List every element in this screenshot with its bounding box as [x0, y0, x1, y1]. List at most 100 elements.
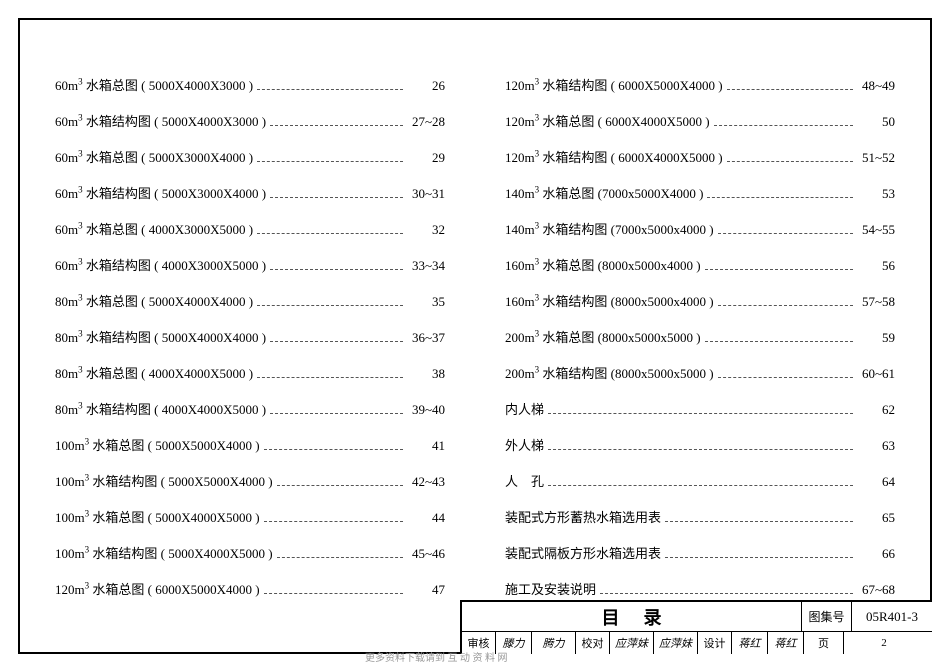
- toc-page: 27~28: [407, 114, 445, 130]
- toc-page: 51~52: [857, 150, 895, 166]
- toc-page: 54~55: [857, 222, 895, 238]
- toc-label: 200m3 水箱结构图 (8000x5000x5000 ): [505, 363, 714, 382]
- title-block: 目录 图集号 05R401-3 审核 滕力 腾力 校对 应萍妹 应萍妹 设计 蒋…: [460, 600, 932, 654]
- drawing-code: 05R401-3: [852, 602, 932, 631]
- toc-row: 120m3 水箱总图 ( 6000X5000X4000 ) 47: [55, 579, 445, 596]
- toc-label: 160m3 水箱总图 (8000x5000x4000 ): [505, 255, 701, 274]
- toc-label: 外人梯: [505, 435, 544, 454]
- design-name: 蒋红: [732, 632, 768, 654]
- toc-page: 57~58: [857, 294, 895, 310]
- toc-leader: [277, 548, 403, 558]
- toc-leader: [665, 548, 853, 558]
- check-signature: 应萍妹: [654, 632, 698, 654]
- toc-page: 41: [407, 438, 445, 454]
- design-label: 设计: [698, 632, 732, 654]
- toc-label: 140m3 水箱总图 (7000x5000X4000 ): [505, 183, 703, 202]
- toc-page: 63: [857, 438, 895, 454]
- toc-row: 80m3 水箱结构图 ( 5000X4000X4000 ) 36~37: [55, 327, 445, 344]
- toc-row: 装配式隔板方形水箱选用表66: [505, 543, 895, 560]
- toc-label: 100m3 水箱结构图 ( 5000X4000X5000 ): [55, 543, 273, 562]
- review-signature: 腾力: [532, 632, 576, 654]
- toc-label: 60m3 水箱结构图 ( 4000X3000X5000 ): [55, 255, 266, 274]
- toc-row: 外人梯 63: [505, 435, 895, 452]
- toc-row: 160m3 水箱总图 (8000x5000x4000 ) 56: [505, 255, 895, 272]
- toc-column-right: 120m3 水箱结构图 ( 6000X5000X4000 ) 48~49 120m3…: [505, 75, 895, 592]
- toc-row: 200m3 水箱总图 (8000x5000x5000 ) 59: [505, 327, 895, 344]
- toc-page: 56: [857, 258, 895, 274]
- toc-row: 人 孔64: [505, 471, 895, 488]
- toc-row: 100m3 水箱总图 ( 5000X5000X4000 ) 41: [55, 435, 445, 452]
- toc-page: 29: [407, 150, 445, 166]
- toc-leader: [665, 512, 853, 522]
- toc-page: 59: [857, 330, 895, 346]
- watermark: 更多资料下载请到 互 动 资 料 网: [365, 649, 508, 664]
- toc-leader: [727, 152, 853, 162]
- toc-leader: [264, 512, 403, 522]
- toc-label: 60m3 水箱结构图 ( 5000X4000X3000 ): [55, 111, 266, 130]
- toc-page: 62: [857, 402, 895, 418]
- page-number: 2: [844, 632, 924, 654]
- toc-label: 200m3 水箱总图 (8000x5000x5000 ): [505, 327, 701, 346]
- toc-page: 42~43: [407, 474, 445, 490]
- toc-label: 60m3 水箱总图 ( 5000X3000X4000 ): [55, 147, 253, 166]
- toc-leader: [277, 476, 403, 486]
- toc-label: 施工及安装说明: [505, 579, 596, 598]
- toc-label: 内人梯: [505, 399, 544, 418]
- toc-label: 80m3 水箱结构图 ( 5000X4000X4000 ): [55, 327, 266, 346]
- toc-leader: [718, 368, 853, 378]
- toc-label: 80m3 水箱总图 ( 4000X4000X5000 ): [55, 363, 253, 382]
- toc-leader: [718, 296, 853, 306]
- toc-label: 装配式隔板方形水箱选用表: [505, 543, 661, 562]
- toc-row: 60m3 水箱总图 ( 5000X4000X3000 )26: [55, 75, 445, 92]
- toc-page: 45~46: [407, 546, 445, 562]
- check-name: 应萍妹: [610, 632, 654, 654]
- document-title: 目录: [462, 602, 802, 631]
- toc-leader: [727, 80, 853, 90]
- design-signature: 蒋红: [768, 632, 804, 654]
- toc-leader: [257, 80, 403, 90]
- toc-row: 60m3 水箱结构图 ( 4000X3000X5000 ) 33~34: [55, 255, 445, 272]
- toc-row: 100m3 水箱总图 ( 5000X4000X5000 )44: [55, 507, 445, 524]
- toc-leader: [714, 116, 853, 126]
- toc-leader: [257, 296, 403, 306]
- code-label: 图集号: [802, 602, 852, 631]
- toc-leader: [270, 332, 403, 342]
- toc-page: 65: [857, 510, 895, 526]
- toc-row: 140m3 水箱结构图 (7000x5000x4000 ) 54~55: [505, 219, 895, 236]
- toc-row: 内人梯 62: [505, 399, 895, 416]
- toc-content: 60m3 水箱总图 ( 5000X4000X3000 )26 60m3 水箱结构图…: [55, 75, 895, 592]
- toc-label: 120m3 水箱总图 ( 6000X4000X5000 ): [505, 111, 710, 130]
- toc-page: 47: [407, 582, 445, 598]
- toc-page: 64: [857, 474, 895, 490]
- toc-page: 30~31: [407, 186, 445, 202]
- toc-page: 33~34: [407, 258, 445, 274]
- toc-label: 装配式方形蓄热水箱选用表: [505, 507, 661, 526]
- toc-page: 60~61: [857, 366, 895, 382]
- toc-page: 32: [407, 222, 445, 238]
- toc-row: 120m3 水箱结构图 ( 6000X4000X5000 ) 51~52: [505, 147, 895, 164]
- toc-row: 60m3 水箱总图 ( 4000X3000X5000 )32: [55, 219, 445, 236]
- toc-leader: [270, 404, 403, 414]
- toc-row: 60m3 水箱总图 ( 5000X3000X4000 ) 29: [55, 147, 445, 164]
- toc-leader: [264, 584, 403, 594]
- toc-label: 120m3 水箱结构图 ( 6000X5000X4000 ): [505, 75, 723, 94]
- toc-page: 50: [857, 114, 895, 130]
- title-block-bottom: 审核 滕力 腾力 校对 应萍妹 应萍妹 设计 蒋红 蒋红 页 2: [462, 632, 932, 654]
- toc-label: 140m3 水箱结构图 (7000x5000x4000 ): [505, 219, 714, 238]
- toc-leader: [257, 368, 403, 378]
- toc-leader: [548, 440, 853, 450]
- toc-leader: [264, 440, 403, 450]
- toc-column-left: 60m3 水箱总图 ( 5000X4000X3000 )26 60m3 水箱结构图…: [55, 75, 445, 592]
- toc-leader: [705, 260, 853, 270]
- toc-label: 120m3 水箱结构图 ( 6000X4000X5000 ): [505, 147, 723, 166]
- toc-label: 100m3 水箱总图 ( 5000X5000X4000 ): [55, 435, 260, 454]
- toc-page: 48~49: [857, 78, 895, 94]
- toc-leader: [718, 224, 853, 234]
- toc-page: 36~37: [407, 330, 445, 346]
- toc-page: 35: [407, 294, 445, 310]
- toc-label: 120m3 水箱总图 ( 6000X5000X4000 ): [55, 579, 260, 598]
- toc-page: 39~40: [407, 402, 445, 418]
- toc-leader: [270, 260, 403, 270]
- toc-label: 60m3 水箱总图 ( 5000X4000X3000 ): [55, 75, 253, 94]
- toc-leader: [705, 332, 853, 342]
